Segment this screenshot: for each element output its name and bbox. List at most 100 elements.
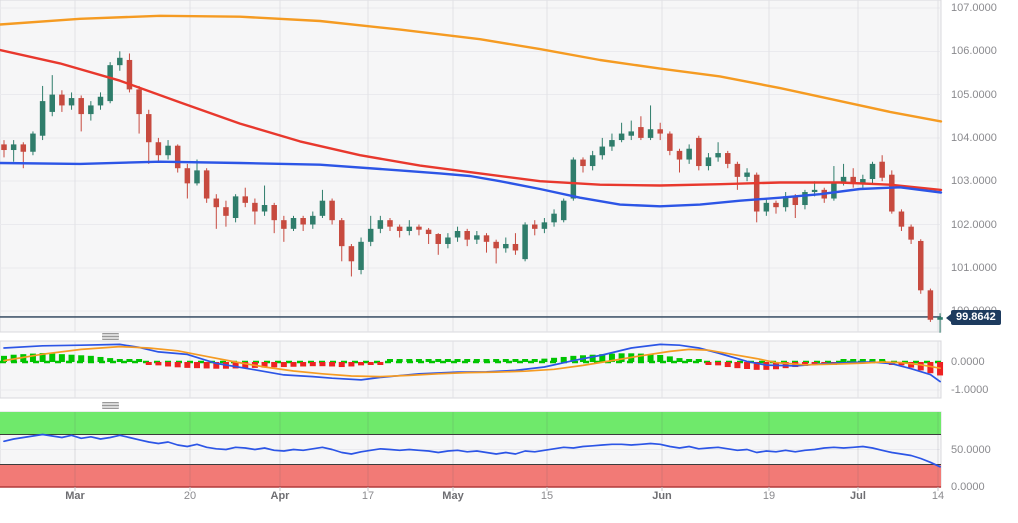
- time-axis-label: 15: [540, 490, 554, 502]
- candle-up: [232, 196, 239, 219]
- candle-up: [88, 105, 94, 115]
- candle-down: [281, 220, 287, 229]
- candle-down: [348, 246, 355, 262]
- candle-down: [435, 234, 441, 244]
- price-axis-label: 107.0000: [951, 2, 997, 14]
- candle-up: [628, 131, 634, 136]
- candle-down: [242, 196, 248, 203]
- candle-up: [358, 241, 364, 270]
- candle-up: [715, 153, 721, 158]
- time-axis-label: Mar: [65, 490, 85, 502]
- candle-up: [503, 243, 509, 249]
- candles: [1, 51, 943, 333]
- rsi-axis-label: 0.0000: [951, 481, 985, 493]
- candle-down: [898, 211, 905, 227]
- candle-up: [261, 205, 268, 212]
- candle-down: [734, 163, 741, 177]
- candle-up: [319, 200, 326, 216]
- candle-up: [618, 133, 625, 141]
- candle-down: [223, 207, 229, 216]
- price-axis-label: 106.0000: [951, 45, 997, 58]
- candle-up: [39, 101, 46, 136]
- candle-down: [464, 230, 470, 240]
- candle-up: [367, 228, 374, 242]
- candle-up: [541, 222, 548, 229]
- candle-up: [107, 65, 113, 102]
- candle-down: [1, 144, 7, 151]
- candle-down: [59, 94, 65, 106]
- candle-up: [763, 202, 770, 212]
- time-axis-ticks: [74, 487, 939, 491]
- time-axis-label: 19: [762, 490, 776, 502]
- sma-fast-blue-line: [0, 160, 943, 208]
- candle-down: [146, 114, 152, 143]
- candle-up: [570, 159, 577, 199]
- sma-mid-red-line: [0, 48, 943, 192]
- candle-up: [831, 183, 837, 199]
- candle-down: [773, 202, 779, 208]
- candle-down: [203, 170, 210, 199]
- candle-down: [532, 224, 538, 229]
- candle-down: [918, 240, 924, 291]
- candle-up: [802, 192, 808, 206]
- candle-up: [474, 235, 480, 240]
- panel-resize-handle[interactable]: [102, 333, 119, 340]
- price-axis-label: 105.0000: [951, 88, 997, 101]
- candle-up: [377, 220, 384, 229]
- candle-down: [20, 144, 27, 152]
- time-axis-label: 20: [183, 490, 197, 502]
- candle-down: [213, 198, 220, 208]
- candle-up: [310, 215, 316, 225]
- macd-signal-line: [3, 345, 941, 378]
- candle-down: [792, 196, 799, 206]
- oversold-zone: [0, 464, 941, 487]
- candle-up: [97, 96, 104, 106]
- time-axis-label: 17: [361, 490, 375, 502]
- candle-down: [850, 176, 856, 184]
- candle-up: [445, 237, 451, 244]
- candle-up: [454, 230, 461, 238]
- panel-resize-handle[interactable]: [102, 402, 119, 409]
- candle-down: [657, 129, 663, 134]
- price-axis-label: 102.0000: [951, 218, 997, 231]
- candle-down: [512, 243, 519, 251]
- candle-down: [271, 205, 277, 221]
- last-price-badge: 99.8642: [946, 310, 1001, 325]
- macd-axis-label: 0.0000: [951, 356, 985, 368]
- time-axis-label: Jun: [652, 490, 672, 502]
- candle-up: [194, 170, 200, 184]
- candle-down: [78, 98, 84, 115]
- candle-down: [676, 150, 683, 160]
- candle-up: [560, 200, 567, 221]
- candle-down: [329, 200, 335, 221]
- candle-down: [927, 290, 934, 320]
- price-axis-label: 104.0000: [951, 131, 997, 144]
- candle-up: [10, 144, 17, 151]
- macd-axis-label: -1.0000: [951, 384, 989, 396]
- rsi-bands: [0, 412, 941, 488]
- candle-up: [117, 57, 123, 66]
- candle-down: [483, 235, 490, 242]
- candle-down: [667, 133, 673, 151]
- candle-up: [937, 317, 943, 320]
- candle-down: [174, 145, 181, 169]
- candle-up: [68, 98, 75, 106]
- time-axis-label: Apr: [270, 490, 290, 502]
- candle-up: [705, 157, 712, 167]
- candle-up: [860, 179, 866, 184]
- candle-down: [416, 226, 422, 230]
- macd-histogram: [1, 353, 944, 376]
- candle-down: [126, 59, 133, 90]
- candle-down: [184, 168, 191, 184]
- candle-up: [609, 140, 615, 147]
- candle-down: [387, 220, 393, 227]
- candle-down: [425, 229, 432, 235]
- time-axis-label: Jul: [850, 490, 866, 502]
- time-axis-label: 14: [931, 490, 945, 502]
- time-axis-label: May: [442, 490, 464, 502]
- candle-down: [696, 137, 702, 167]
- candle-down: [300, 218, 306, 225]
